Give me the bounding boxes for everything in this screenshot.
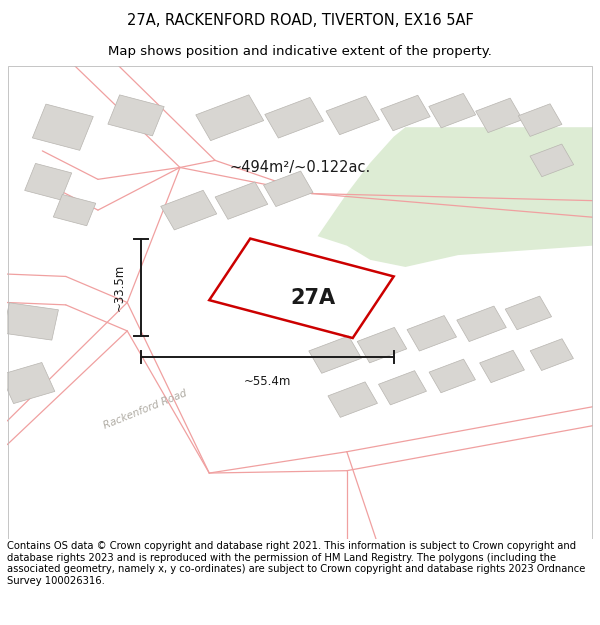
- Text: ~494m²/~0.122ac.: ~494m²/~0.122ac.: [230, 160, 371, 175]
- Text: Rackenford Road: Rackenford Road: [101, 388, 188, 431]
- Polygon shape: [317, 127, 593, 267]
- Polygon shape: [429, 93, 476, 128]
- Polygon shape: [263, 171, 313, 206]
- Text: 27A, RACKENFORD ROAD, TIVERTON, EX16 5AF: 27A, RACKENFORD ROAD, TIVERTON, EX16 5AF: [127, 13, 473, 28]
- Polygon shape: [505, 296, 551, 330]
- Polygon shape: [265, 98, 323, 138]
- Polygon shape: [530, 339, 574, 371]
- Polygon shape: [161, 190, 217, 230]
- Polygon shape: [479, 350, 524, 382]
- Polygon shape: [530, 144, 574, 177]
- Polygon shape: [326, 96, 379, 134]
- Polygon shape: [328, 382, 377, 418]
- Polygon shape: [1, 362, 55, 404]
- Text: Contains OS data © Crown copyright and database right 2021. This information is : Contains OS data © Crown copyright and d…: [7, 541, 586, 586]
- Polygon shape: [380, 95, 430, 131]
- Text: 27A: 27A: [290, 288, 336, 308]
- Polygon shape: [215, 182, 268, 219]
- Polygon shape: [476, 98, 523, 132]
- Text: ~55.4m: ~55.4m: [244, 375, 291, 388]
- Polygon shape: [309, 336, 361, 373]
- Polygon shape: [379, 371, 427, 405]
- Polygon shape: [3, 302, 58, 340]
- Polygon shape: [518, 104, 562, 136]
- Polygon shape: [108, 95, 164, 136]
- Text: Map shows position and indicative extent of the property.: Map shows position and indicative extent…: [108, 44, 492, 58]
- Polygon shape: [357, 328, 407, 363]
- Polygon shape: [53, 194, 96, 226]
- Polygon shape: [429, 359, 475, 392]
- Polygon shape: [196, 95, 263, 141]
- Polygon shape: [457, 306, 506, 341]
- Polygon shape: [32, 104, 93, 151]
- Polygon shape: [407, 316, 457, 351]
- Polygon shape: [25, 163, 72, 200]
- Text: ~33.5m: ~33.5m: [113, 264, 126, 311]
